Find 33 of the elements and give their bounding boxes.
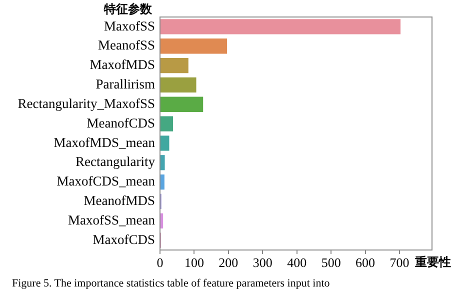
- x-tick-label: 200: [218, 255, 238, 270]
- x-tick-label: 0: [156, 255, 164, 270]
- y-tick-label: MeanofCDS: [86, 115, 155, 130]
- bar: [160, 174, 164, 190]
- y-tick-label: MaxofMDS: [90, 57, 155, 72]
- bar: [160, 77, 196, 93]
- x-tick-label: 600: [356, 255, 376, 270]
- bar: [160, 213, 164, 228]
- y-tick-label: MaxofSS: [104, 18, 155, 34]
- y-tick-label: Rectangularity_MaxofSS: [18, 96, 155, 111]
- bar: [160, 116, 173, 132]
- y-tick-label: MaxofCDS: [92, 232, 155, 247]
- y-tick-label: MeanofSS: [98, 38, 155, 53]
- bar: [160, 58, 188, 74]
- x-tick-label: 500: [321, 255, 341, 270]
- y-tick-label: MeanofMDS: [84, 193, 155, 208]
- y-tick-label: Rectangularity: [76, 154, 156, 170]
- bar: [160, 136, 170, 151]
- y-tick-label: MaxofMDS_mean: [54, 134, 156, 150]
- bar: [160, 155, 165, 170]
- x-axis-title: 重要性: [414, 255, 451, 270]
- caption: Figure 5. The importance statistics table of feature parameters input into: [12, 277, 330, 290]
- x-tick-label: 300: [252, 255, 272, 270]
- y-axis-title: 特征参数: [103, 2, 153, 16]
- y-tick-label: MaxofSS_mean: [68, 212, 156, 228]
- x-tick-label: 400: [287, 255, 307, 270]
- y-tick-label: Parallirism: [96, 76, 156, 92]
- y-tick-label: MaxofCDS_mean: [56, 174, 156, 189]
- x-tick-label: 700: [390, 255, 410, 270]
- bar: [160, 38, 228, 54]
- bar: [160, 96, 204, 112]
- bar: [160, 19, 401, 34]
- x-tick-label: 100: [184, 255, 204, 270]
